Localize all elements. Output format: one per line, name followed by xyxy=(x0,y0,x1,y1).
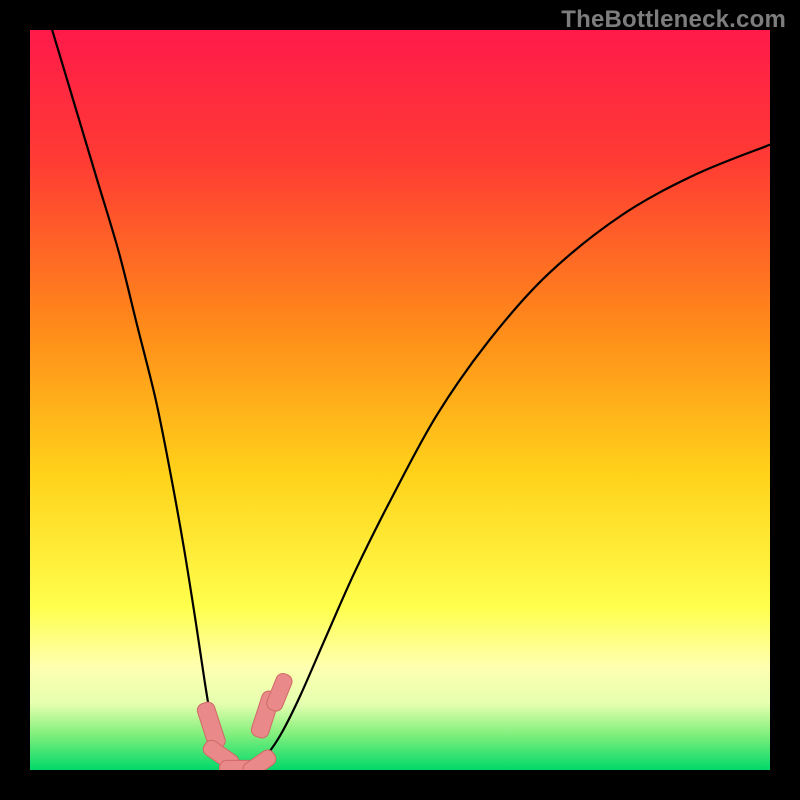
chart-background xyxy=(30,30,770,770)
watermark-text: TheBottleneck.com xyxy=(561,6,786,34)
chart-svg xyxy=(0,0,800,800)
chart-frame: TheBottleneck.com xyxy=(0,0,800,800)
